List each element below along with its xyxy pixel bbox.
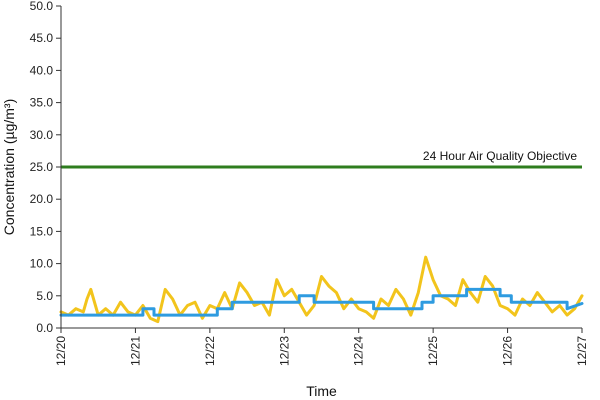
y-tick-label: 50.0 [30,0,54,13]
x-tick-label: 12/27 [575,336,589,366]
y-axis-title: Concentration (µg/m³) [1,99,17,235]
x-tick-label: 12/21 [128,336,142,366]
x-tick-label: 12/23 [277,336,291,366]
series-layer [59,255,584,324]
x-tick-label: 12/22 [203,336,217,366]
y-tick-label: 15.0 [30,224,54,238]
series-line-2 [59,287,584,317]
y-tick-label: 10.0 [30,257,54,271]
y-axis-ticks: 0.0 5.0 10.0 15.0 20.0 25.0 30.0 35.0 40.0 45.0 50… [30,0,61,335]
x-tick-label: 12/25 [426,336,440,366]
x-tick-label: 12/20 [54,336,68,366]
series-line-1 [59,255,584,324]
y-tick-label: 20.0 [30,192,54,206]
objective-label: 24 Hour Air Quality Objective [423,149,577,163]
x-axis-title: Time [306,383,337,399]
x-tick-label: 12/24 [352,336,366,366]
y-tick-label: 45.0 [30,31,54,45]
y-tick-label: 5.0 [36,289,53,303]
y-tick-label: 0.0 [36,321,53,335]
y-tick-label: 35.0 [30,96,54,110]
x-tick-label: 12/26 [501,336,515,366]
y-tick-label: 30.0 [30,128,54,142]
y-tick-label: 40.0 [30,63,54,77]
x-axis-ticks: 12/20 12/21 12/22 12/23 12/24 12/25 12/26 12/27 [54,328,589,366]
y-tick-label: 25.0 [30,160,54,174]
